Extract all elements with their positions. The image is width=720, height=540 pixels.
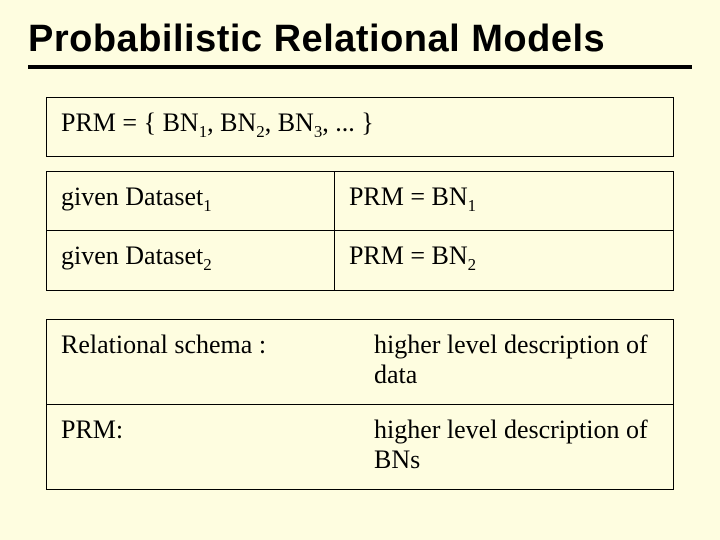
text-fragment: PRM = BN bbox=[349, 241, 468, 270]
table-row: Relational schema : higher level descrip… bbox=[47, 320, 673, 404]
subscript: 2 bbox=[256, 122, 264, 141]
text-fragment: given Dataset bbox=[61, 241, 203, 270]
subscript: 2 bbox=[468, 256, 476, 275]
prm-definition: PRM = { BN1, BN2, BN3, ... } bbox=[61, 108, 374, 137]
cell-left: Relational schema : bbox=[47, 320, 360, 404]
table-row: given Dataset2 PRM = BN2 bbox=[47, 230, 673, 289]
subscript: 1 bbox=[468, 196, 476, 215]
cell-left: given Dataset1 bbox=[47, 172, 335, 230]
cell-right: higher level description of data bbox=[360, 320, 673, 404]
definition-box: PRM = { BN1, BN2, BN3, ... } bbox=[46, 97, 674, 157]
cell-right: higher level description of BNs bbox=[360, 405, 673, 489]
cell-left: given Dataset2 bbox=[47, 231, 335, 289]
table-row: PRM: higher level description of BNs bbox=[47, 404, 673, 489]
text-fragment: PRM = BN bbox=[349, 182, 468, 211]
subscript: 1 bbox=[199, 122, 207, 141]
text-fragment: , ... } bbox=[322, 108, 373, 137]
title-underline bbox=[28, 65, 692, 69]
cell-right: PRM = BN1 bbox=[335, 172, 673, 230]
text-fragment: PRM = { BN bbox=[61, 108, 199, 137]
subscript: 2 bbox=[203, 256, 211, 275]
slide: Probabilistic Relational Models PRM = { … bbox=[0, 0, 720, 540]
cell-right: PRM = BN2 bbox=[335, 231, 673, 289]
page-title: Probabilistic Relational Models bbox=[28, 18, 692, 61]
text-fragment: given Dataset bbox=[61, 182, 203, 211]
text-fragment: , BN bbox=[207, 108, 256, 137]
mapping-box: given Dataset1 PRM = BN1 given Dataset2 … bbox=[46, 171, 674, 290]
subscript: 1 bbox=[203, 196, 211, 215]
cell-left: PRM: bbox=[47, 405, 360, 489]
text-fragment: , BN bbox=[265, 108, 314, 137]
table-row: given Dataset1 PRM = BN1 bbox=[47, 172, 673, 230]
description-box: Relational schema : higher level descrip… bbox=[46, 319, 674, 490]
